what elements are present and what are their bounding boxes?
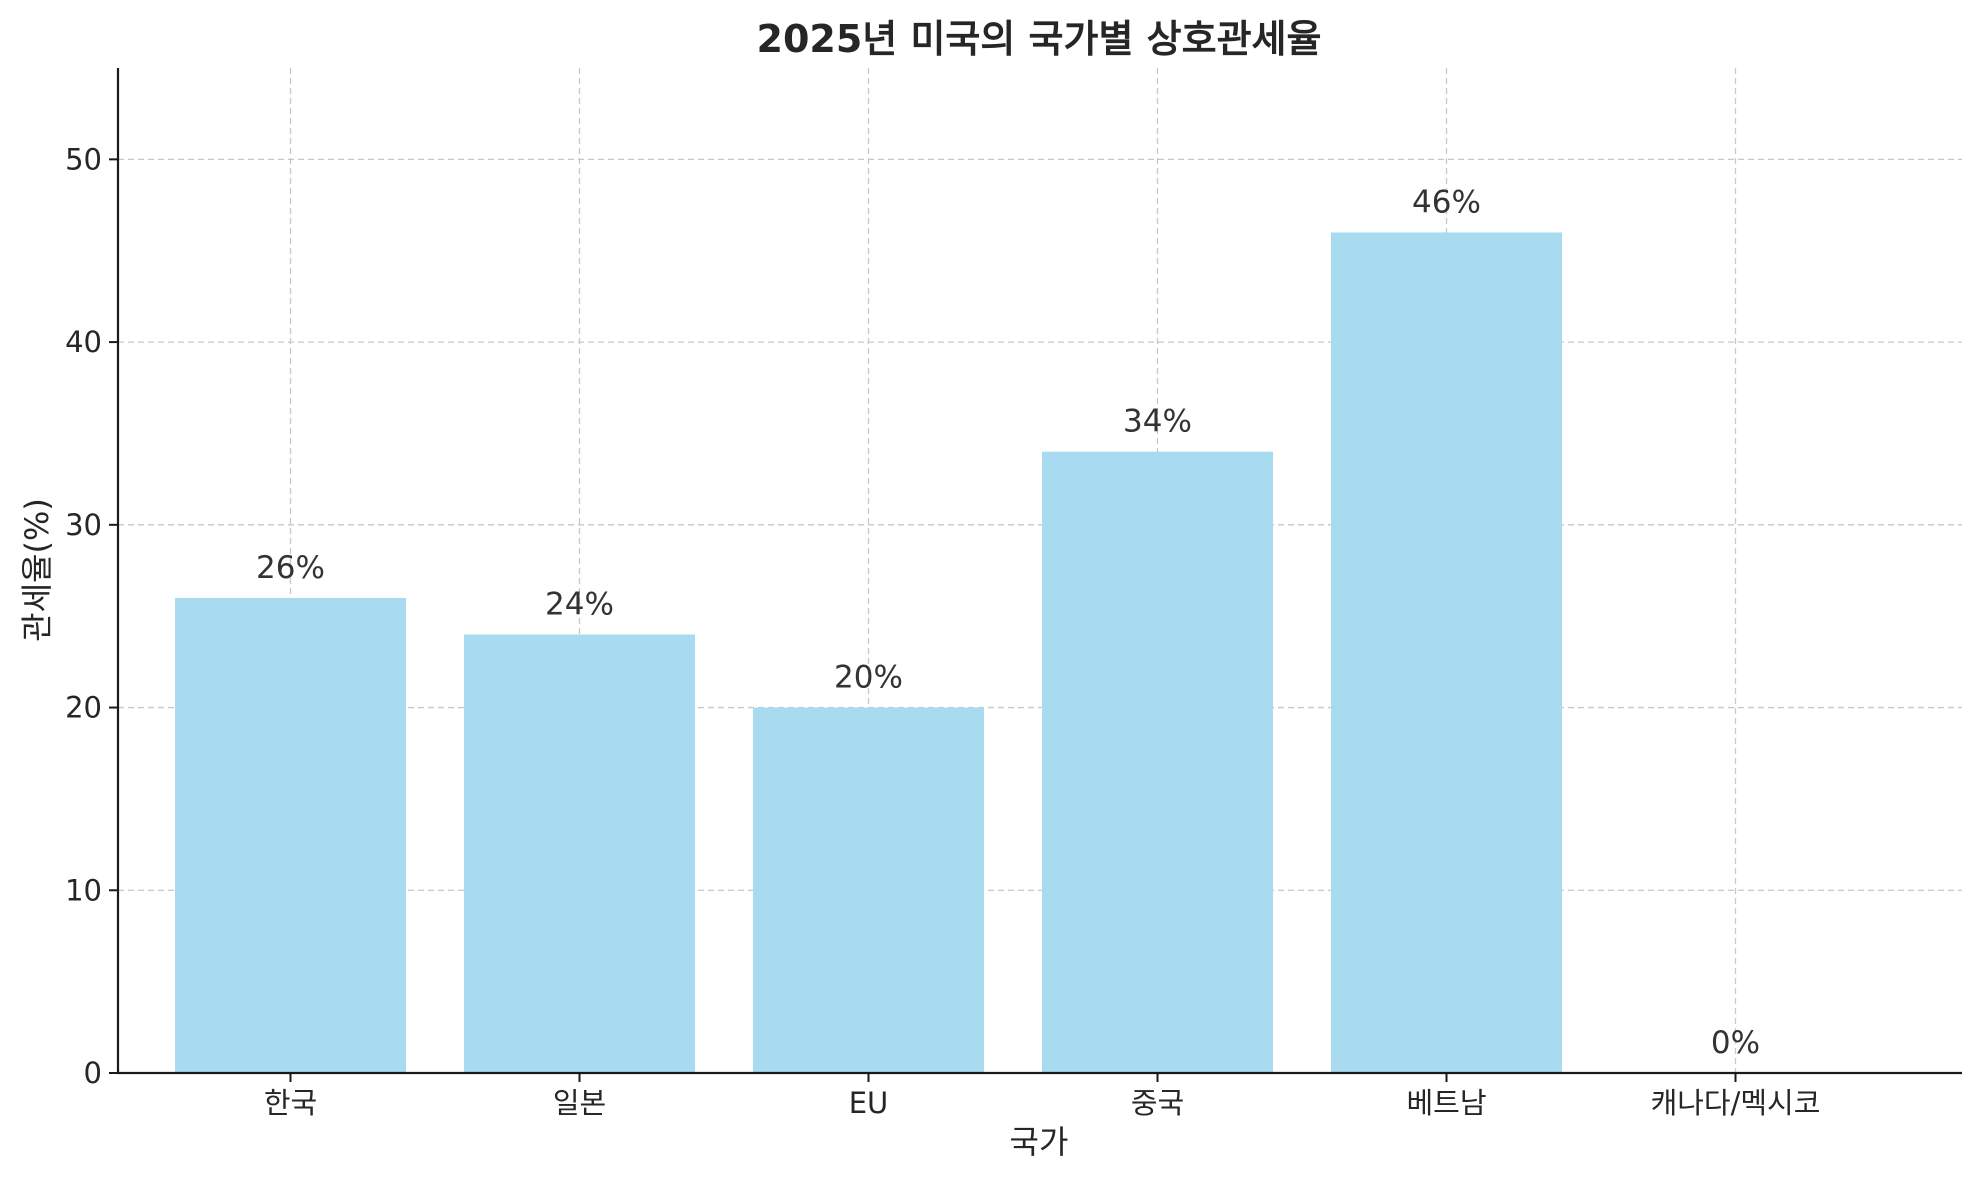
x-tick-label-4: 베트남 — [1406, 1086, 1486, 1120]
data-label-5: 0% — [1711, 1025, 1760, 1061]
data-label-1: 24% — [545, 586, 614, 622]
x-tick-label-5: 캐나다/멕시코 — [1651, 1086, 1821, 1120]
y-tick-label: 50 — [65, 142, 102, 176]
x-tick-label-1: 일본 — [553, 1086, 606, 1120]
y-tick-label: 20 — [65, 691, 102, 725]
x-tick-label-3: 중국 — [1131, 1086, 1184, 1120]
x-tick-label-0: 한국 — [264, 1086, 317, 1120]
bar-3 — [1042, 451, 1273, 1073]
x-ticks: 한국 일본 EU 중국 베트남 캐나다/멕시코 — [264, 1073, 1821, 1120]
bar-0 — [175, 597, 406, 1073]
data-label-2: 20% — [834, 660, 903, 696]
y-tick-label: 30 — [65, 508, 102, 542]
data-label-3: 34% — [1123, 404, 1192, 440]
bar-4 — [1331, 232, 1562, 1074]
chart-title: 2025년 미국의 국가별 상호관세율 — [757, 17, 1322, 61]
y-tick-label: 40 — [65, 325, 102, 359]
bar-1 — [464, 634, 695, 1073]
bar-2 — [753, 707, 984, 1073]
y-axis-label: 관세율(%) — [18, 498, 56, 642]
y-tick-label: 0 — [84, 1056, 102, 1090]
x-axis-label: 국가 — [1010, 1123, 1069, 1161]
data-label-0: 26% — [256, 550, 325, 586]
y-ticks: 0 10 20 30 40 50 — [65, 142, 118, 1090]
x-tick-label-2: EU — [849, 1086, 889, 1120]
bars — [175, 232, 1562, 1074]
y-tick-label: 10 — [65, 873, 102, 907]
data-label-4: 46% — [1412, 184, 1481, 220]
data-labels: 26% 24% 20% 34% 46% 0% — [256, 184, 1760, 1061]
